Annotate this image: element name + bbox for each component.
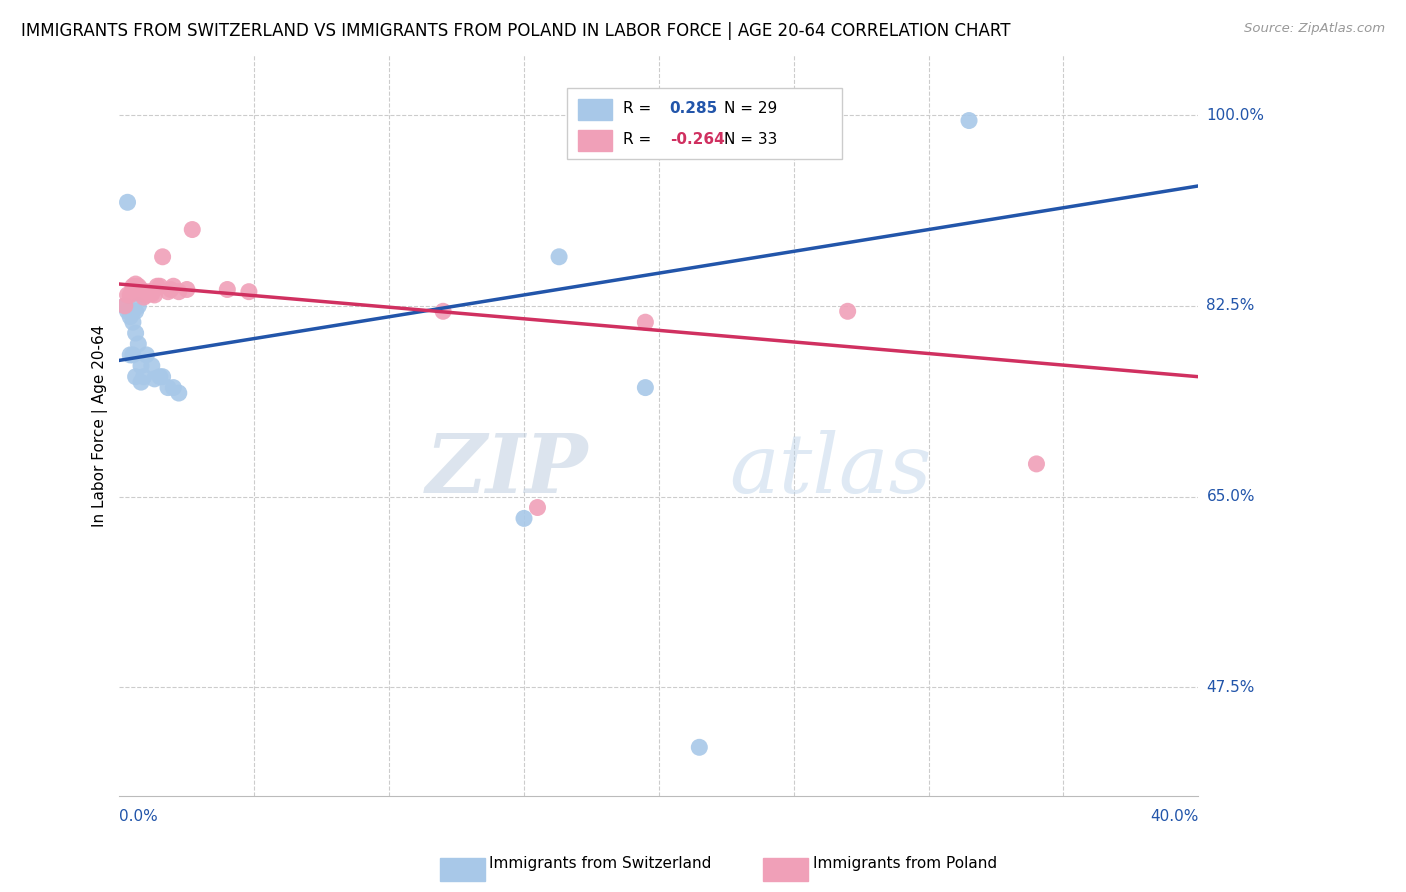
Point	[114, 299, 136, 313]
Text: -0.264: -0.264	[669, 132, 724, 146]
Point	[132, 290, 155, 304]
Text: Immigrants from Switzerland: Immigrants from Switzerland	[489, 856, 711, 871]
Point	[156, 381, 179, 395]
Text: atlas: atlas	[728, 430, 931, 510]
Text: 100.0%: 100.0%	[1206, 108, 1264, 122]
Point	[135, 348, 157, 362]
Point	[135, 288, 157, 302]
Point	[837, 304, 859, 318]
FancyBboxPatch shape	[578, 130, 613, 151]
Point	[117, 195, 139, 210]
Point	[124, 304, 146, 318]
Point	[129, 359, 152, 373]
Point	[120, 310, 142, 324]
Point	[141, 286, 163, 301]
Point	[159, 283, 181, 297]
Point	[124, 283, 146, 297]
Text: 40.0%: 40.0%	[1150, 809, 1198, 824]
Point	[124, 277, 146, 291]
Point	[634, 315, 657, 329]
Text: 0.0%: 0.0%	[120, 809, 159, 824]
Point	[149, 279, 172, 293]
Point	[156, 285, 179, 299]
Point	[432, 304, 454, 318]
Point	[141, 359, 163, 373]
Text: ZIP: ZIP	[426, 430, 589, 510]
Point	[513, 511, 536, 525]
Point	[129, 283, 152, 297]
Point	[127, 299, 149, 313]
Point	[124, 369, 146, 384]
Point	[162, 381, 184, 395]
Point	[167, 386, 190, 401]
Point	[132, 369, 155, 384]
Point	[176, 283, 198, 297]
Point	[526, 500, 548, 515]
Point	[127, 337, 149, 351]
Point	[127, 283, 149, 297]
Point	[122, 285, 145, 299]
Text: 0.285: 0.285	[669, 101, 718, 116]
Point	[127, 279, 149, 293]
Text: N = 33: N = 33	[724, 132, 778, 146]
Point	[132, 285, 155, 299]
Point	[1025, 457, 1047, 471]
Point	[143, 288, 166, 302]
Point	[957, 113, 980, 128]
Point	[238, 285, 260, 299]
Point	[120, 348, 142, 362]
Point	[688, 740, 710, 755]
Point	[122, 348, 145, 362]
Text: Source: ZipAtlas.com: Source: ZipAtlas.com	[1244, 22, 1385, 36]
Point	[146, 279, 169, 293]
Point	[117, 288, 139, 302]
Point	[634, 381, 657, 395]
Point	[114, 299, 136, 313]
Point	[122, 304, 145, 318]
Point	[117, 304, 139, 318]
FancyBboxPatch shape	[578, 100, 613, 120]
Point	[167, 285, 190, 299]
Text: IMMIGRANTS FROM SWITZERLAND VS IMMIGRANTS FROM POLAND IN LABOR FORCE | AGE 20-64: IMMIGRANTS FROM SWITZERLAND VS IMMIGRANT…	[21, 22, 1011, 40]
Point	[138, 285, 160, 299]
Text: R =: R =	[623, 132, 651, 146]
Text: 82.5%: 82.5%	[1206, 298, 1254, 313]
Text: N = 29: N = 29	[724, 101, 778, 116]
Point	[217, 283, 239, 297]
FancyBboxPatch shape	[567, 88, 842, 159]
Text: 65.0%: 65.0%	[1206, 489, 1256, 504]
Point	[124, 326, 146, 340]
Text: Immigrants from Poland: Immigrants from Poland	[813, 856, 997, 871]
Point	[181, 222, 204, 236]
Point	[129, 375, 152, 389]
Y-axis label: In Labor Force | Age 20-64: In Labor Force | Age 20-64	[93, 325, 108, 527]
Text: 47.5%: 47.5%	[1206, 680, 1254, 695]
Point	[120, 288, 142, 302]
Point	[129, 285, 152, 300]
Point	[548, 250, 571, 264]
Point	[143, 372, 166, 386]
Point	[122, 279, 145, 293]
Point	[122, 315, 145, 329]
Point	[152, 250, 174, 264]
Point	[149, 369, 172, 384]
Point	[162, 279, 184, 293]
Point	[152, 369, 174, 384]
Text: R =: R =	[623, 101, 651, 116]
